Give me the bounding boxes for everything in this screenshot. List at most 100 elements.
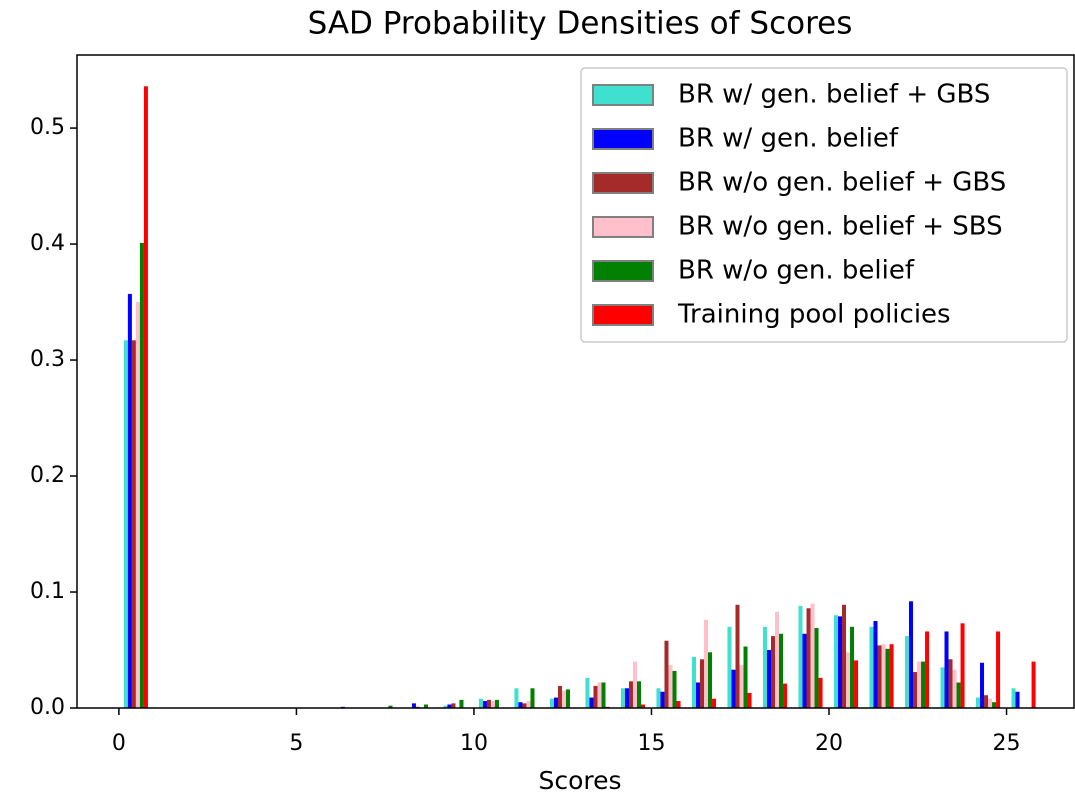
bar [668,665,673,708]
bar [518,702,523,708]
bar [735,604,740,708]
legend-label: BR w/o gen. belief + SBS [678,212,1003,242]
bar [459,699,464,708]
bar [944,631,949,708]
legend-label: Training pool policies [677,300,951,330]
bar [708,652,713,708]
bar [691,656,696,708]
bar [996,631,1001,708]
bar [810,603,815,708]
x-tick-label: 10 [460,731,488,756]
bar [731,669,736,708]
bar [842,604,847,708]
bar [881,644,886,708]
bar [984,695,989,708]
bar [948,659,953,708]
bar [992,702,997,708]
bar [904,636,910,708]
legend-label: BR w/o gen. belief [678,256,915,286]
bar [818,677,823,708]
x-axis-label: Scores [538,766,621,795]
bar [802,633,807,708]
bar [636,681,642,708]
axes-frame [76,54,1075,709]
bar [597,682,602,708]
bar [921,661,926,708]
bar [411,703,416,708]
bar [561,690,566,708]
bar [913,672,918,708]
legend-box [580,67,1068,343]
bar [1015,691,1020,708]
bar [873,621,878,708]
bar [846,652,851,708]
bar [530,688,535,708]
x-tick-label: 0 [112,731,126,756]
bar [660,691,665,708]
bar [960,623,965,708]
bar [988,698,993,708]
bar [143,86,148,708]
legend-swatch [592,172,654,194]
bar [565,689,570,708]
bar [956,682,961,708]
bar [585,677,590,708]
bar [656,688,661,708]
x-tick-label: 25 [993,731,1021,756]
legend-swatch [592,216,654,238]
bar [770,636,776,708]
legend-swatch [592,84,654,106]
bar [917,661,922,708]
bar [601,682,606,708]
bar [869,626,874,708]
y-tick-label: 0.1 [30,579,65,604]
bar [135,302,140,708]
bar [980,662,985,708]
bar [589,697,594,708]
bar [127,293,132,708]
bar [131,340,136,708]
bar [494,699,499,708]
bar [123,340,128,708]
bar [940,667,945,708]
bar [699,659,704,708]
bar [775,611,780,708]
bar [664,640,669,708]
legend-swatch [592,128,654,150]
bar [557,685,562,708]
bar [522,703,527,708]
bar [593,685,598,708]
bar [514,688,519,708]
bar [814,627,819,708]
x-tick-label: 15 [637,731,665,756]
y-tick-label: 0.4 [30,231,65,256]
bar [423,704,428,708]
x-tick-label: 5 [289,731,303,756]
bar [447,704,452,708]
bar [632,661,637,708]
bar [1031,661,1036,708]
bar [925,631,930,708]
bar [703,619,709,708]
bar [443,705,448,708]
bar [526,701,531,708]
bar [620,688,625,708]
bar [877,645,882,708]
bar [783,683,788,708]
y-tick-label: 0.0 [30,695,65,720]
bar [490,701,495,708]
legend-label: BR w/ gen. belief + GBS [678,80,990,110]
bar [909,601,914,708]
bar [739,665,744,708]
x-tick-label: 20 [815,731,843,756]
bar [850,626,855,708]
y-tick-label: 0.2 [30,463,65,488]
bar [779,633,784,708]
bar [806,608,811,708]
bar [889,644,894,708]
bar [1011,688,1016,708]
bar [885,648,890,708]
bar [641,704,646,708]
bar [727,626,732,708]
